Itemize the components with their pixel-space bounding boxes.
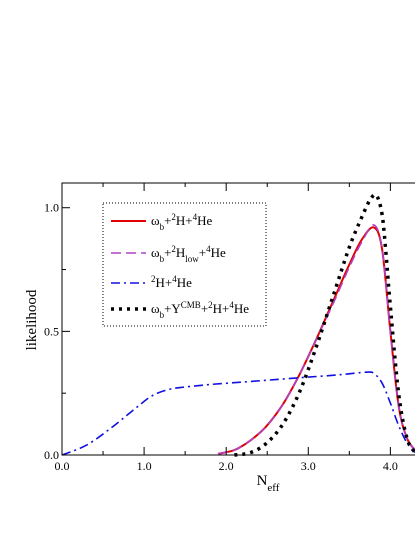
y-tick-label: 1.0: [44, 201, 59, 215]
series-line-2: [217, 224, 415, 455]
legend-label-4: ωb+YCMB+2H+4He: [151, 300, 249, 320]
y-axis-title: likelihood: [24, 289, 40, 350]
series-layer: [61, 192, 415, 457]
x-tick-label: 3.0: [301, 459, 316, 473]
legend-box: [102, 202, 267, 327]
y-tick-label: 0.0: [44, 448, 59, 462]
x-axis-title: Neff: [257, 473, 280, 494]
ticks-layer: 0.0 1.0 2.0 3.0 4.0 0.0 0.5 1.0: [44, 183, 398, 473]
x-tick-label: 4.0: [383, 459, 398, 473]
legend-label-3: 2H+4He: [151, 274, 192, 290]
legend: ωb+2H+4He ωb+2Hlow+4He 2H+4He ωb+YCMB+2H+4H…: [102, 202, 267, 327]
plot-border: [61, 182, 415, 456]
legend-label-2: ωb+2Hlow+4He: [151, 244, 226, 264]
series-line-3: [61, 371, 415, 456]
y-tick-label: 0.5: [44, 324, 59, 338]
plot-frame: [61, 182, 415, 456]
legend-label-1: ωb+2H+4He: [151, 212, 213, 232]
series-line-4: [234, 192, 415, 457]
x-tick-label: 1.0: [137, 459, 152, 473]
x-tick-label: 0.0: [55, 459, 70, 473]
x-tick-label: 2.0: [219, 459, 234, 473]
